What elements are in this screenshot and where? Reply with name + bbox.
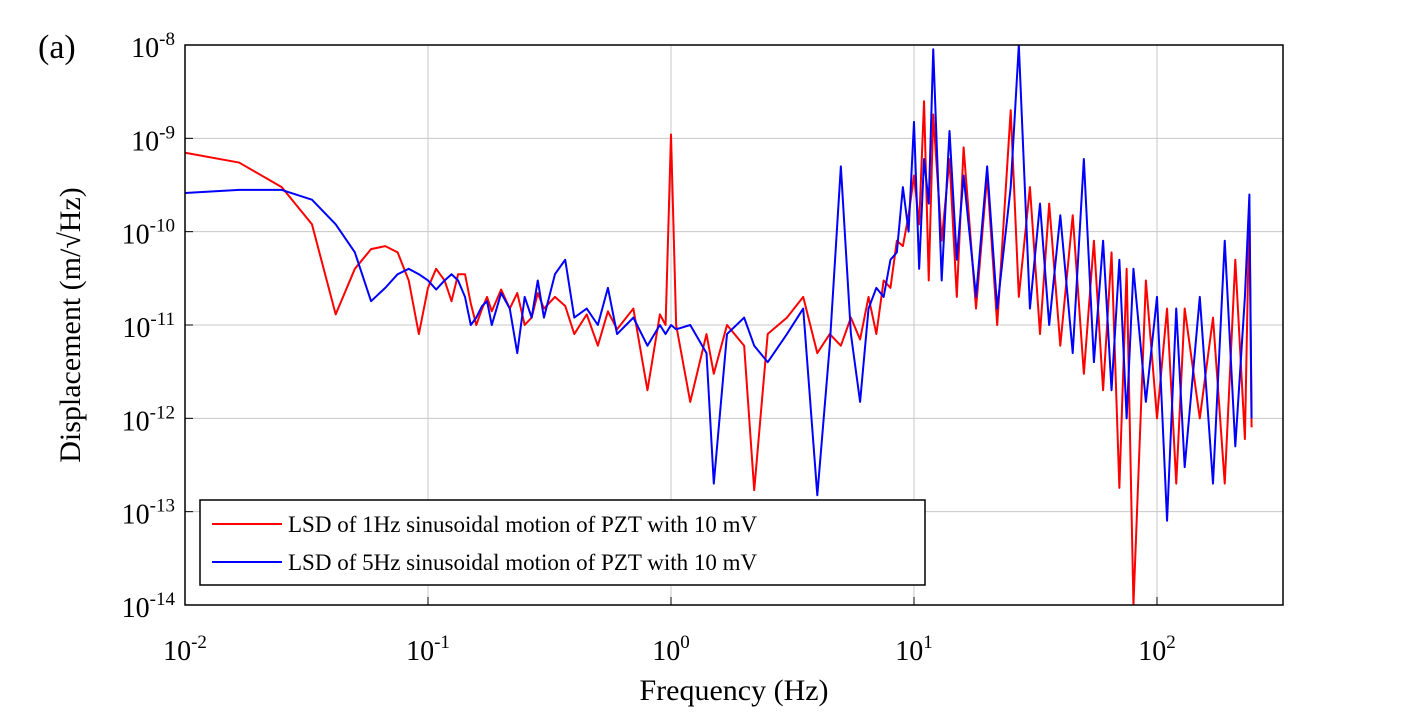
legend-box [199, 499, 926, 586]
tick-exponent: 1 [923, 632, 933, 653]
x-axis-label: Frequency (Hz) [639, 674, 828, 707]
tick-base: 10 [406, 636, 434, 667]
legend-text: LSD of 1Hz sinusoidal motion of PZT with… [288, 512, 758, 537]
tick-base: 10 [895, 636, 923, 667]
tick-base: 10 [122, 406, 150, 437]
legend: LSD of 1Hz sinusoidal motion of PZT with… [199, 499, 926, 586]
x-tick-label: 100 [652, 632, 690, 667]
tick-exponent: -14 [150, 589, 176, 610]
tick-exponent: -2 [191, 632, 207, 653]
x-tick-label: 101 [895, 632, 933, 667]
y-tick-label: 10-9 [131, 122, 175, 157]
y-axis-label: Displacement (m/√Hz) [54, 187, 87, 463]
y-tick-label: 10-13 [122, 496, 175, 531]
y-tick-label: 10-14 [122, 589, 176, 624]
tick-base: 10 [1138, 636, 1166, 667]
tick-exponent: -8 [159, 29, 175, 50]
tick-base: 10 [131, 126, 159, 157]
tick-base: 10 [122, 500, 150, 531]
tick-exponent: -9 [159, 122, 175, 143]
tick-exponent: -11 [150, 309, 175, 330]
tick-exponent: -13 [150, 496, 175, 517]
tick-exponent: -10 [150, 216, 175, 237]
x-tick-label: 102 [1138, 632, 1176, 667]
y-tick-label: 10-11 [122, 309, 175, 344]
tick-exponent: -12 [150, 402, 175, 423]
series-line [185, 45, 1253, 522]
y-tick-label: 10-8 [131, 29, 175, 64]
x-tick-label: 10-1 [406, 632, 450, 667]
tick-base: 10 [131, 33, 159, 64]
x-tick-label: 10-2 [163, 632, 207, 667]
tick-base: 10 [122, 313, 150, 344]
tick-base: 10 [163, 636, 191, 667]
tick-exponent: 0 [680, 632, 690, 653]
y-tick-label: 10-10 [122, 216, 175, 251]
tick-base: 10 [122, 220, 150, 251]
series-line [185, 100, 1253, 605]
legend-text: LSD of 5Hz sinusoidal motion of PZT with… [288, 550, 758, 575]
tick-exponent: -1 [434, 632, 450, 653]
plot-frame [184, 44, 1284, 606]
tick-base: 10 [652, 636, 680, 667]
panel-label: (a) [38, 29, 76, 66]
tick-exponent: 2 [1166, 632, 1176, 653]
y-tick-label: 10-12 [122, 402, 175, 437]
tick-base: 10 [122, 593, 150, 624]
